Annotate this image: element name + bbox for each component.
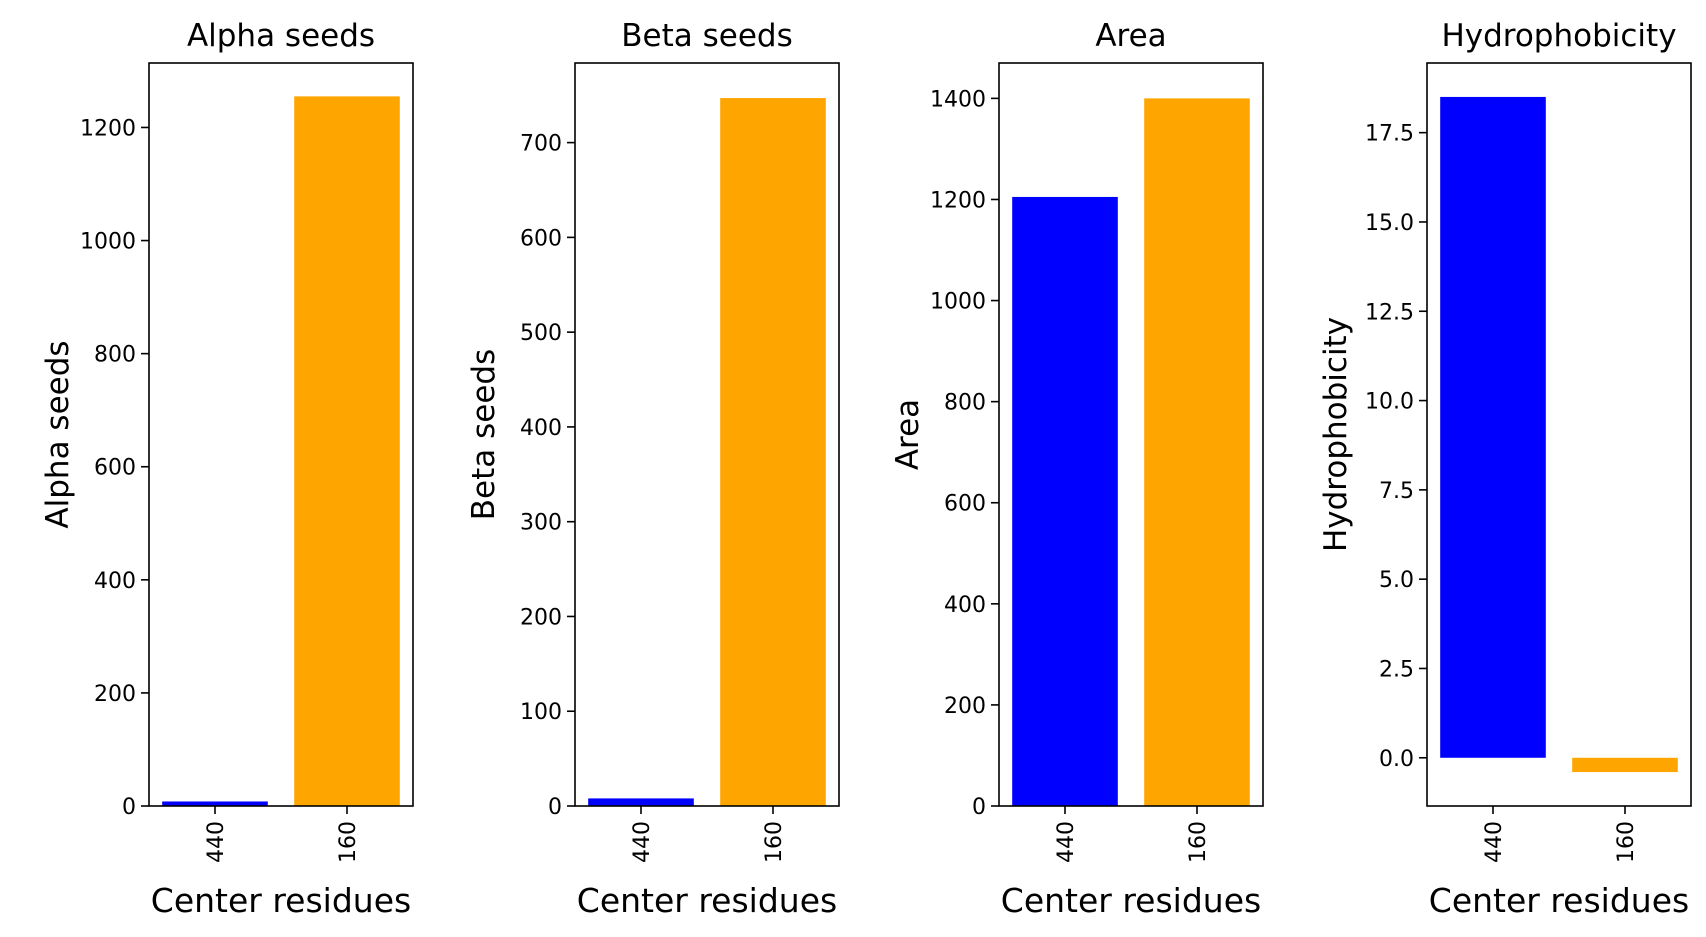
chart-title: Beta seeds — [621, 18, 792, 54]
y-tick-label: 12.5 — [1365, 300, 1414, 325]
x-axis-label: Center residues — [151, 881, 411, 920]
chart-panel-3: 440 160 0 200 400 600 800 1000 1200 1400 Area Cente… — [890, 18, 1264, 920]
x-tick-label: 440 — [1054, 821, 1079, 863]
plot-frame — [148, 62, 414, 807]
plot-frame — [1426, 62, 1692, 807]
y-tick-label: 600 — [944, 492, 986, 517]
y-tick-label: 2.5 — [1379, 657, 1414, 682]
x-tick-label: 440 — [1482, 821, 1507, 863]
y-tick-label: 0 — [548, 795, 562, 820]
x-axis-label: Center residues — [1001, 881, 1261, 920]
y-tick-label: 300 — [520, 511, 562, 536]
bar-160 — [1572, 757, 1678, 773]
x-tick-label: 160 — [1614, 821, 1639, 863]
x-tick-label: 160 — [1186, 821, 1211, 863]
x-tick-label: 160 — [336, 821, 361, 863]
y-tick-label: 17.5 — [1365, 122, 1414, 147]
y-tick-label: 500 — [520, 321, 562, 346]
x-axis-label: Center residues — [1429, 881, 1689, 920]
y-tick-label: 200 — [520, 605, 562, 630]
y-tick-label: 1200 — [930, 188, 986, 213]
chart-title: Area — [1095, 18, 1166, 54]
y-tick-label: 400 — [520, 416, 562, 441]
y-tick-label: 400 — [94, 569, 136, 594]
bar-160 — [1144, 98, 1250, 806]
y-tick-label: 0 — [122, 795, 136, 820]
bar-440 — [162, 801, 268, 806]
y-tick-label: 800 — [944, 391, 986, 416]
y-tick-label: 10.0 — [1365, 390, 1414, 415]
y-tick-label: 7.5 — [1379, 479, 1414, 504]
y-tick-label: 200 — [944, 694, 986, 719]
y-axis-label: Hydrophobicity — [1318, 317, 1354, 552]
bar-440 — [588, 798, 694, 806]
y-tick-label: 400 — [944, 593, 986, 618]
x-tick-label: 440 — [630, 821, 655, 863]
y-tick-label: 5.0 — [1379, 568, 1414, 593]
y-tick-label: 700 — [520, 132, 562, 157]
chart-panel-2: 440 160 0 100 200 300 400 500 600 700 Beta seeds Ce… — [466, 18, 840, 920]
y-tick-label: 1000 — [80, 230, 136, 255]
x-axis-label: Center residues — [577, 881, 837, 920]
chart-panel-4: 440 160 0.0 2.5 5.0 7.5 10.0 12.5 15.0 17.5 Hydrop… — [1318, 18, 1692, 920]
y-tick-label: 1400 — [930, 87, 986, 112]
chart-title: Hydrophobicity — [1441, 18, 1676, 54]
y-tick-label: 1000 — [930, 290, 986, 315]
y-tick-label: 15.0 — [1365, 211, 1414, 236]
y-axis-label: Area — [890, 399, 926, 470]
bar-440 — [1012, 196, 1118, 807]
y-tick-label: 600 — [94, 456, 136, 481]
y-tick-label: 200 — [94, 682, 136, 707]
y-axis-label: Beta seeds — [466, 349, 502, 520]
x-tick-label: 160 — [762, 821, 787, 863]
y-tick-label: 0.0 — [1379, 747, 1414, 772]
plot-frame — [998, 62, 1264, 807]
y-tick-label: 800 — [94, 343, 136, 368]
y-tick-label: 100 — [520, 700, 562, 725]
y-tick-label: 600 — [520, 226, 562, 251]
bar-160 — [294, 96, 400, 806]
y-tick-label: 1200 — [80, 116, 136, 141]
chart-title: Alpha seeds — [187, 18, 375, 54]
chart-panel-1: 440 160 0 200 400 600 800 1000 1200 Alpha seeds Ce… — [40, 18, 414, 920]
x-tick-label: 440 — [204, 821, 229, 863]
plot-frame — [574, 62, 840, 807]
y-axis-label: Alpha seeds — [40, 340, 76, 528]
bar-160 — [720, 98, 826, 806]
y-tick-label: 0 — [972, 795, 986, 820]
bar-440 — [1440, 96, 1546, 758]
